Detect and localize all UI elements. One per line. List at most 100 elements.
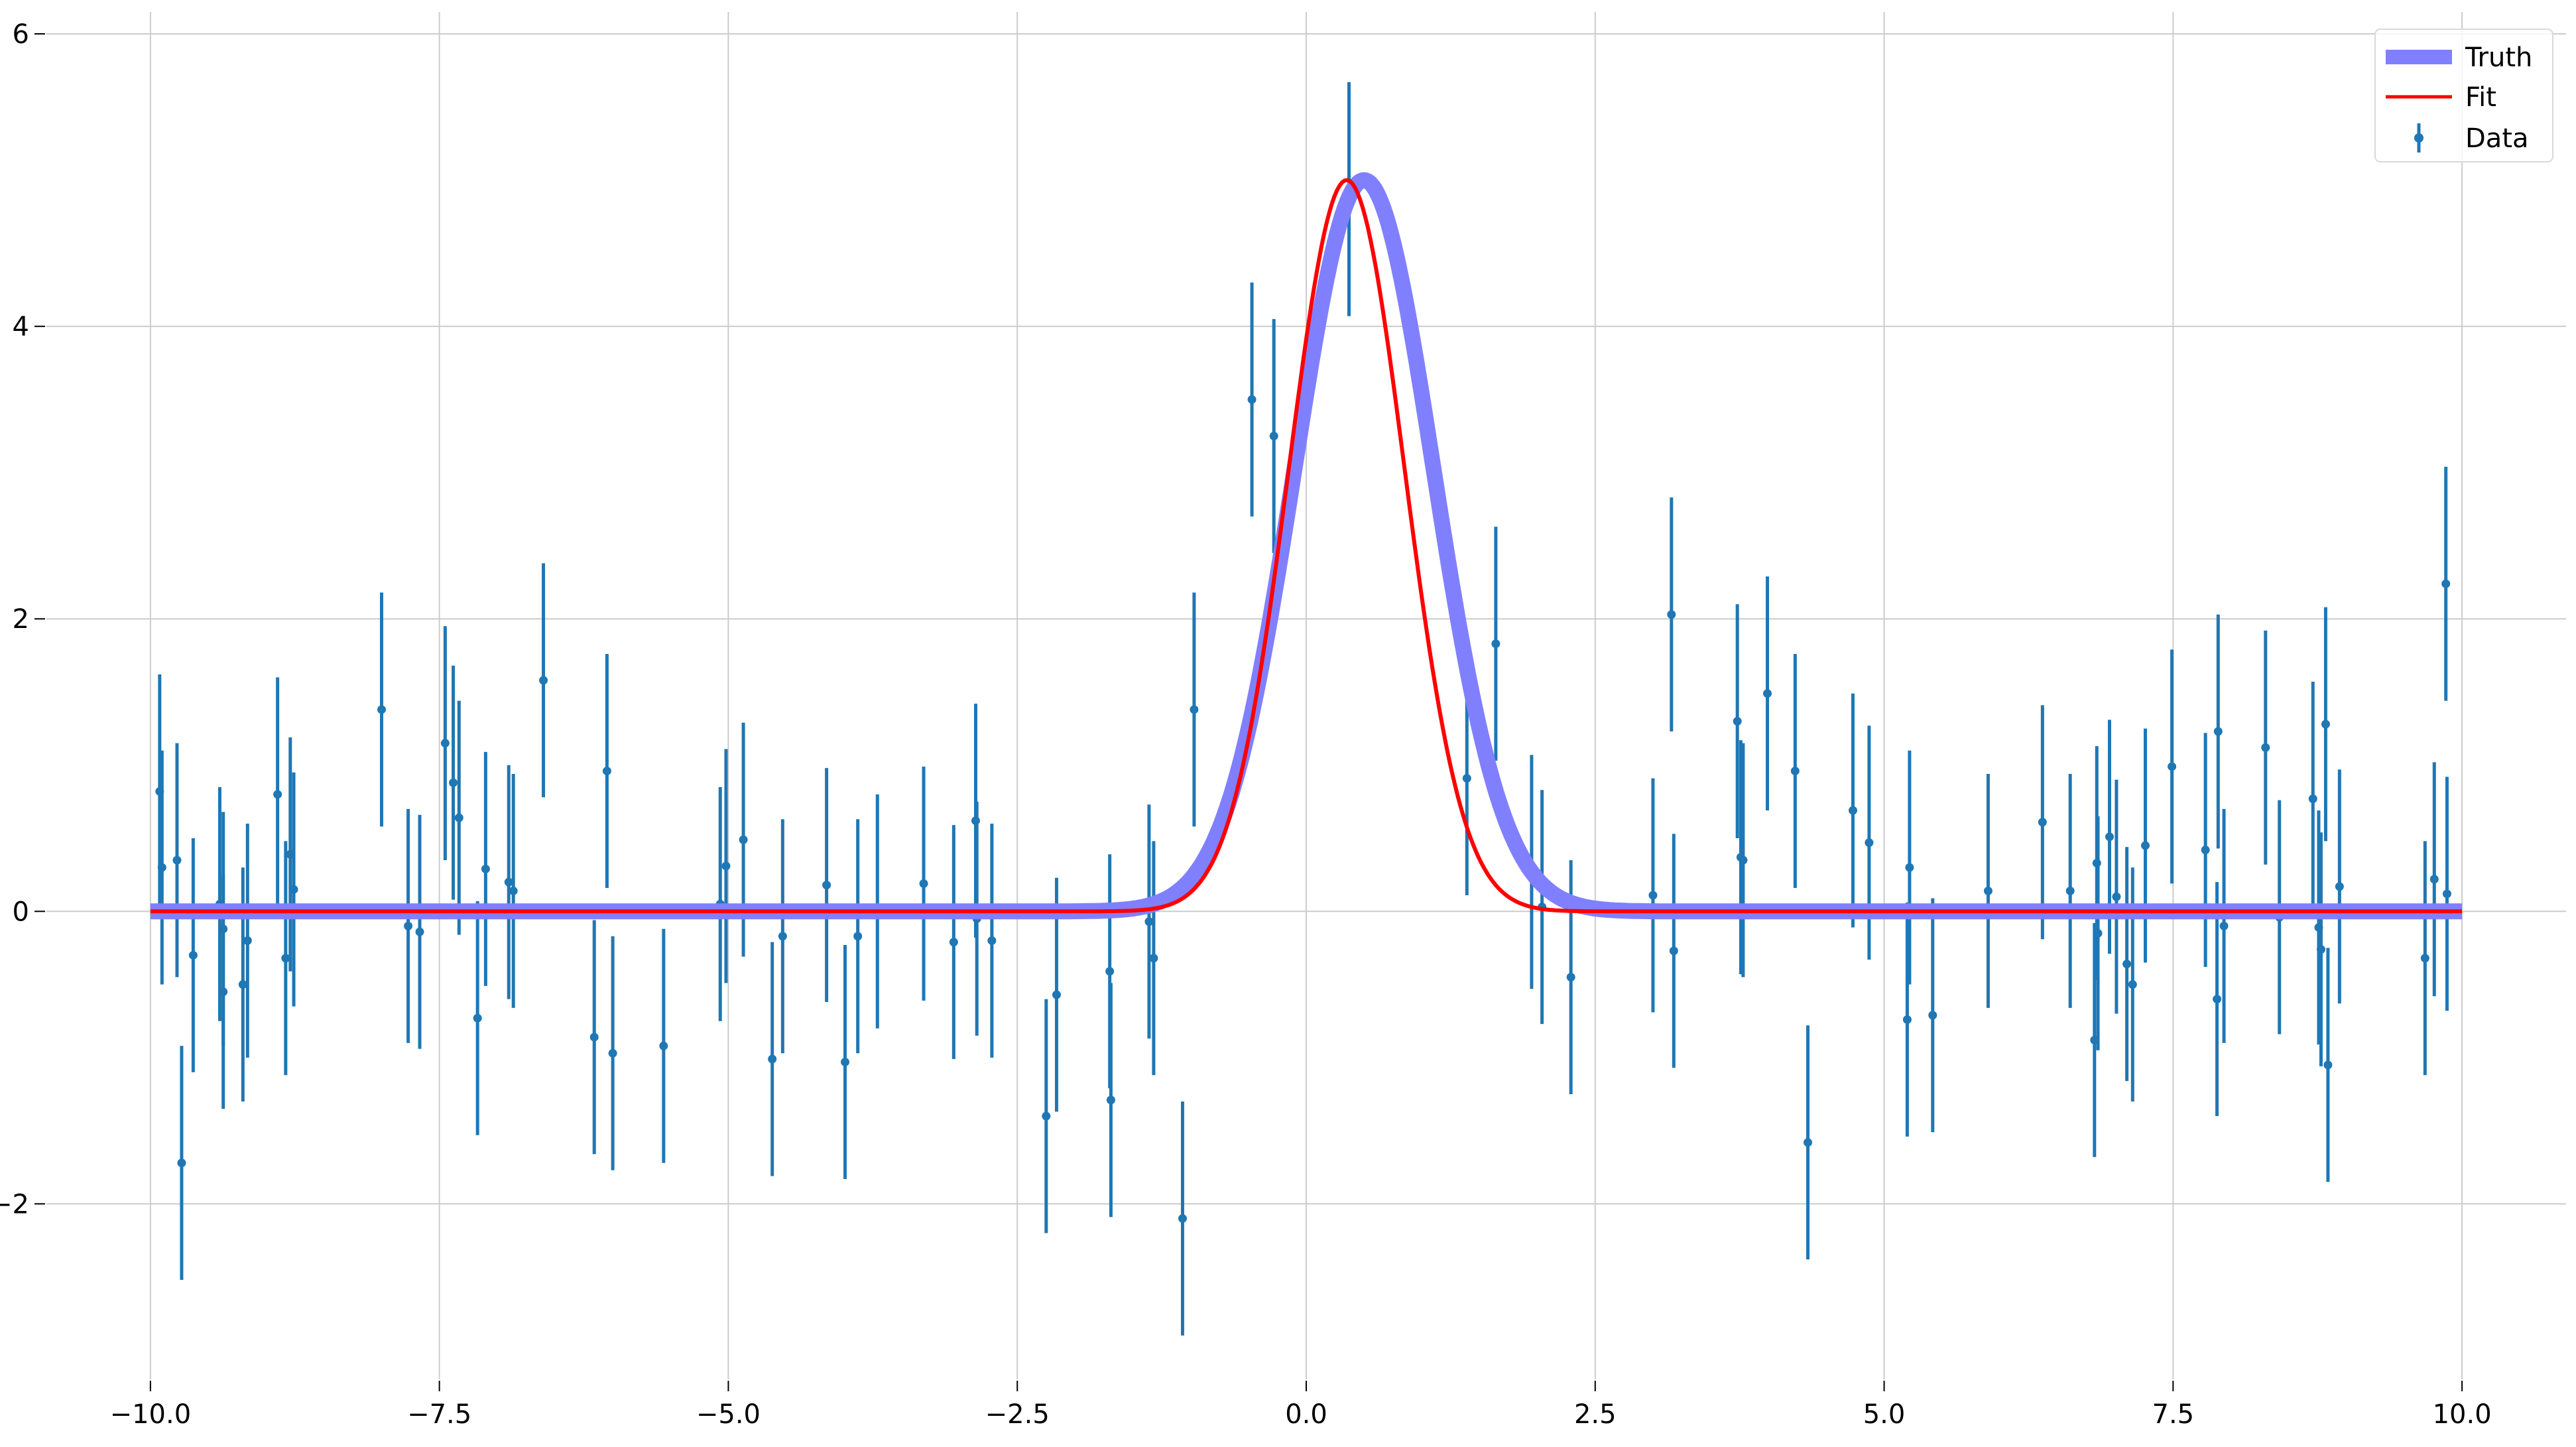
data-marker bbox=[768, 1054, 777, 1064]
data-marker bbox=[1739, 855, 1748, 865]
data-point bbox=[2321, 607, 2330, 842]
data-marker bbox=[840, 1057, 849, 1066]
data-marker bbox=[273, 790, 282, 799]
data-point bbox=[1106, 983, 1115, 1218]
data-point bbox=[919, 766, 928, 1001]
data-marker bbox=[1733, 717, 1742, 726]
data-point bbox=[721, 749, 731, 983]
data-point bbox=[415, 814, 424, 1049]
data-series-errorbars bbox=[155, 82, 2451, 1336]
data-marker bbox=[243, 936, 252, 945]
data-point bbox=[2065, 773, 2075, 1008]
data-point bbox=[1144, 804, 1154, 1039]
data-marker bbox=[481, 864, 490, 873]
data-point bbox=[157, 750, 166, 985]
data-point bbox=[1983, 773, 1993, 1008]
data-marker bbox=[1667, 610, 1676, 619]
data-marker bbox=[454, 813, 463, 822]
data-marker bbox=[1247, 395, 1257, 404]
data-marker bbox=[2038, 818, 2047, 827]
data-point bbox=[2128, 867, 2137, 1101]
data-marker bbox=[539, 676, 548, 685]
data-marker bbox=[1763, 689, 1772, 698]
data-marker bbox=[281, 954, 290, 963]
data-marker bbox=[2093, 928, 2103, 938]
data-point bbox=[2261, 630, 2270, 865]
data-point bbox=[822, 768, 831, 1003]
data-point bbox=[377, 592, 387, 827]
data-marker bbox=[1905, 863, 1914, 872]
data-point bbox=[440, 626, 450, 861]
data-marker bbox=[2441, 579, 2451, 588]
data-marker bbox=[1144, 917, 1154, 926]
x-tick-label: −5.0 bbox=[696, 1399, 761, 1430]
data-marker bbox=[1902, 1015, 1912, 1024]
grid bbox=[46, 12, 2566, 1379]
data-point bbox=[2316, 832, 2325, 1067]
y-tick-label: 0 bbox=[13, 897, 29, 927]
y-tick-label: 4 bbox=[13, 312, 29, 342]
data-marker bbox=[509, 886, 518, 895]
data-marker bbox=[1566, 973, 1575, 982]
data-marker bbox=[2213, 995, 2222, 1004]
axes: −10.0 −7.5 −5.0 −2.5 0.0 2.5 5.0 7.5 10.0 −2 0 2 4 6 bbox=[0, 19, 2492, 1430]
data-point bbox=[2168, 649, 2177, 884]
data-point bbox=[2308, 682, 2317, 916]
data-marker bbox=[415, 927, 424, 936]
x-tick-label: −7.5 bbox=[407, 1399, 471, 1430]
data-point bbox=[1269, 319, 1278, 553]
data-marker bbox=[2219, 921, 2229, 930]
data-marker bbox=[2105, 832, 2114, 842]
data-point bbox=[172, 743, 182, 977]
data-marker bbox=[2201, 846, 2210, 855]
data-marker bbox=[404, 921, 413, 930]
legend-label-data: Data bbox=[2465, 123, 2529, 154]
data-marker bbox=[608, 1048, 617, 1058]
x-tick-label: −2.5 bbox=[985, 1399, 1050, 1430]
data-point bbox=[404, 808, 413, 1043]
data-marker bbox=[949, 938, 958, 947]
data-marker bbox=[504, 877, 513, 887]
data-point bbox=[1763, 576, 1772, 811]
data-marker bbox=[2261, 743, 2270, 752]
data-point bbox=[2441, 466, 2451, 701]
data-point bbox=[273, 677, 282, 912]
y-tick-label: 2 bbox=[13, 604, 29, 635]
y-tick-label: 6 bbox=[13, 19, 29, 50]
x-tick-label: 2.5 bbox=[1574, 1399, 1617, 1430]
data-point bbox=[602, 654, 611, 889]
x-tick-label: −10.0 bbox=[110, 1399, 192, 1430]
data-point bbox=[449, 665, 458, 900]
data-point bbox=[2122, 847, 2132, 1082]
data-marker bbox=[2420, 954, 2429, 963]
data-marker bbox=[449, 778, 458, 787]
data-marker bbox=[177, 1159, 186, 1168]
data-marker bbox=[2213, 727, 2223, 736]
data-marker bbox=[2141, 841, 2150, 850]
data-point bbox=[281, 841, 290, 1076]
data-point bbox=[539, 563, 548, 798]
data-marker bbox=[1491, 639, 1501, 649]
data-point bbox=[473, 901, 482, 1135]
legend-label-fit: Fit bbox=[2465, 82, 2496, 113]
data-marker bbox=[2112, 892, 2121, 901]
data-point bbox=[589, 920, 599, 1155]
data-point bbox=[2442, 777, 2451, 1011]
data-point bbox=[1190, 592, 1199, 827]
data-marker bbox=[2335, 882, 2344, 891]
data-marker bbox=[2323, 1060, 2333, 1070]
data-point bbox=[2335, 769, 2344, 1004]
legend-label-truth: Truth bbox=[2465, 42, 2532, 73]
data-marker bbox=[2316, 945, 2325, 954]
data-point bbox=[2201, 733, 2210, 968]
data-point bbox=[1928, 898, 1937, 1133]
data-marker bbox=[289, 885, 298, 894]
data-point bbox=[1733, 604, 1742, 839]
x-tick-label: 10.0 bbox=[2433, 1399, 2492, 1430]
data-marker bbox=[721, 861, 731, 871]
data-point bbox=[987, 823, 997, 1058]
data-marker bbox=[822, 881, 831, 890]
data-marker bbox=[1983, 886, 1993, 895]
data-marker bbox=[739, 835, 748, 844]
data-marker bbox=[602, 767, 611, 776]
